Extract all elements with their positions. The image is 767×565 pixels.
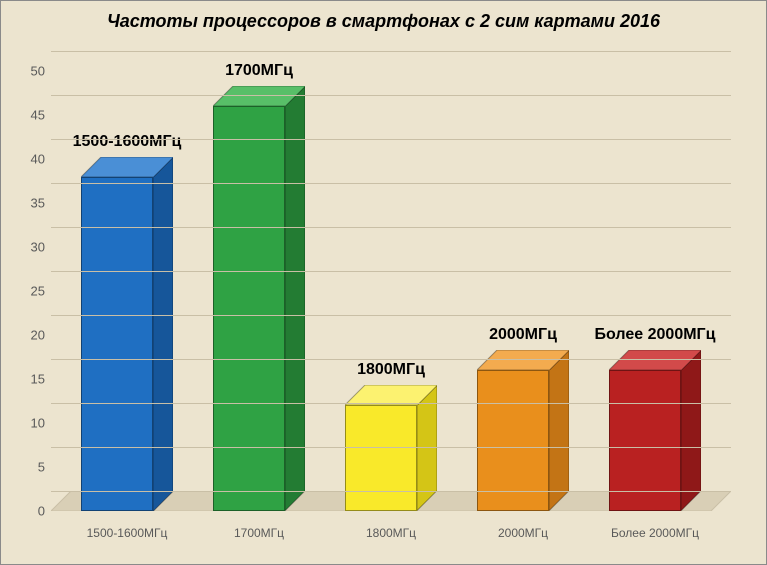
gridline	[51, 51, 731, 52]
xtick-label: 1500-1600МГц	[87, 526, 168, 540]
gridline	[51, 139, 731, 140]
bar-front-face	[477, 370, 550, 511]
ytick-label: 5	[38, 460, 51, 475]
ytick-label: 20	[31, 328, 51, 343]
bar-top-face	[213, 86, 306, 106]
ytick-label: 10	[31, 416, 51, 431]
chart-bar	[609, 370, 682, 511]
bar-value-label: 1700МГц	[225, 62, 293, 80]
bar-side-face	[681, 350, 701, 511]
xtick-label: Более 2000МГц	[611, 526, 699, 540]
gridline	[51, 183, 731, 184]
plot-area: 1500-1600МГц 1700МГц 1800МГц 2000МГц Более 2…	[51, 51, 731, 511]
bar-top-face	[81, 157, 174, 177]
gridline	[51, 359, 731, 360]
bar-front-face	[345, 405, 418, 511]
gridline	[51, 491, 731, 492]
gridline	[51, 271, 731, 272]
gridline	[51, 315, 731, 316]
chart-container: Частоты процессоров в смартфонах с 2 сим…	[0, 0, 767, 565]
chart-bars: 1500-1600МГц 1700МГц 1800МГц 2000МГц Более 2…	[51, 51, 731, 511]
bar-value-label: 2000МГц	[489, 326, 557, 344]
bar-side-face	[153, 157, 173, 511]
bar-value-label: 1500-1600МГц	[73, 133, 182, 151]
bar-front-face	[609, 370, 682, 511]
bar-top-face	[477, 350, 570, 370]
gridline	[51, 403, 731, 404]
gridline	[51, 447, 731, 448]
xtick-label: 1800МГц	[366, 526, 416, 540]
ytick-label: 40	[31, 152, 51, 167]
chart-bar	[213, 106, 286, 511]
chart-title: Частоты процессоров в смартфонах с 2 сим…	[1, 11, 766, 32]
bar-front-face	[213, 106, 286, 511]
bar-top-face	[609, 350, 702, 370]
xtick-label: 2000МГц	[498, 526, 548, 540]
chart-bar	[477, 370, 550, 511]
bar-value-label: Более 2000МГц	[595, 326, 716, 344]
ytick-label: 25	[31, 284, 51, 299]
ytick-label: 35	[31, 196, 51, 211]
ytick-label: 0	[38, 504, 51, 519]
ytick-label: 30	[31, 240, 51, 255]
ytick-label: 50	[31, 64, 51, 79]
ytick-label: 45	[31, 108, 51, 123]
ytick-label: 15	[31, 372, 51, 387]
xtick-label: 1700МГц	[234, 526, 284, 540]
bar-side-face	[549, 350, 569, 511]
gridline	[51, 95, 731, 96]
chart-bar	[345, 405, 418, 511]
bar-value-label: 1800МГц	[357, 361, 425, 379]
gridline	[51, 227, 731, 228]
